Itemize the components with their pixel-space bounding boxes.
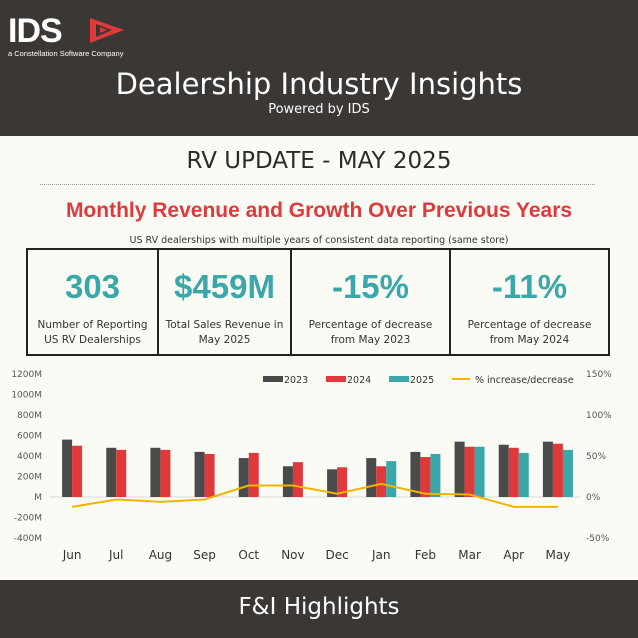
section-subtitle: US RV dealerships with multiple years of…: [129, 235, 509, 246]
x-tick-label: Apr: [503, 548, 524, 562]
bar-2023-dec: [327, 469, 338, 497]
bar-2024-sep: [204, 453, 215, 497]
logo-wordmark: IDS: [8, 12, 63, 50]
y-tick-label-right: 100%: [586, 411, 612, 421]
y-tick-label-left: -200M: [14, 514, 42, 524]
logo-tagline: a Constellation Software Company: [8, 49, 124, 58]
bar-2025-jan: [386, 461, 397, 497]
y-tick-label-right: 0%: [586, 493, 601, 503]
x-tick-label: Mar: [458, 548, 481, 562]
legend-swatch: [263, 376, 283, 382]
kpi-revenue: $459M Total Sales Revenue in May 2025: [157, 248, 292, 356]
kpi-label: Number of Reporting US RV Dealerships: [37, 319, 148, 346]
bar-2023-oct: [238, 458, 249, 497]
update-title: RV UPDATE - MAY 2025: [186, 148, 452, 174]
y-tick-label-left: 800M: [17, 411, 42, 421]
bar-2023-mar: [454, 441, 465, 497]
x-tick-label: Jun: [62, 548, 82, 562]
bar-2024-dec: [337, 467, 348, 497]
y-tick-label-left: 600M: [17, 432, 42, 442]
legend-label: % increase/decrease: [475, 375, 574, 386]
bar-2024-mar: [464, 446, 475, 497]
legend-swatch: [326, 376, 346, 382]
bar-2025-feb: [430, 453, 441, 497]
x-tick-label: Jul: [108, 548, 123, 562]
bar-2024-jan: [376, 466, 387, 497]
y-tick-label-left: -400M: [14, 534, 42, 544]
kpi-value: 303: [64, 268, 121, 305]
y-tick-label-left: M: [34, 493, 42, 503]
bar-2023-jan: [366, 458, 377, 497]
x-tick-label: Sep: [193, 548, 216, 562]
bar-2023-feb: [410, 451, 421, 497]
x-tick-label: Aug: [149, 548, 172, 562]
bar-2024-oct: [248, 452, 259, 497]
footer-title: F&I Highlights: [238, 594, 400, 620]
legend-label: 2025: [410, 375, 434, 386]
bar-2023-aug: [150, 447, 161, 497]
bar-2023-sep: [194, 451, 205, 497]
legend-label: 2024: [347, 375, 371, 386]
y-tick-label-right: -50%: [586, 534, 610, 544]
bar-2024-aug: [160, 449, 171, 497]
legend-swatch: [389, 376, 409, 382]
page-title: Dealership Industry Insights: [115, 67, 523, 101]
x-tick-label: May: [546, 548, 571, 562]
kpi-decrease-2023: -15% Percentage of decrease from May 202…: [290, 248, 451, 356]
page-subtitle: Powered by IDS: [268, 102, 370, 117]
section-title: Monthly Revenue and Growth Over Previous…: [65, 199, 573, 222]
header-banner: IDS a Constellation Software Company Dea…: [0, 0, 638, 136]
bar-2024-feb: [420, 457, 431, 497]
percent-change-line: [71, 482, 558, 508]
footer-banner: F&I Highlights: [0, 580, 638, 638]
bar-2024-jul: [116, 449, 127, 497]
bar-2023-may: [542, 441, 553, 497]
kpi-value: -11%: [491, 268, 568, 305]
bar-2025-apr: [518, 452, 529, 497]
kpi-label: Percentage of decrease from May 2023: [308, 319, 433, 346]
bar-2024-apr: [508, 447, 519, 497]
bar-2023-apr: [498, 444, 509, 497]
bar-2023-nov: [282, 466, 293, 497]
bar-2024-may: [552, 443, 563, 497]
kpi-value: $459M: [174, 268, 275, 305]
bar-2023-jun: [62, 439, 73, 497]
y-tick-label-left: 1000M: [11, 391, 42, 401]
kpi-decrease-2024: -11% Percentage of decrease from May 202…: [449, 248, 610, 356]
x-tick-label: Nov: [281, 548, 304, 562]
bar-2025-mar: [474, 446, 485, 497]
bar-2024-nov: [292, 462, 303, 497]
kpi-label: Total Sales Revenue in May 2025: [165, 319, 284, 346]
x-tick-label: Jan: [371, 548, 391, 562]
x-tick-label: Dec: [325, 548, 348, 562]
bar-2025-may: [562, 449, 573, 497]
kpi-value: -15%: [331, 268, 410, 305]
bar-2023-jul: [106, 447, 117, 497]
logo-triangle-icon: [90, 18, 124, 43]
bar-2024-jun: [72, 445, 83, 497]
kpi-dealerships: 303 Number of Reporting US RV Dealership…: [26, 248, 159, 356]
revenue-chart: 1200M 1000M 800M 600M 400M 200M M -200M -400M 150…: [11, 370, 612, 562]
kpi-label: Percentage of decrease from May 2024: [467, 319, 592, 346]
y-tick-label-left: 200M: [17, 473, 42, 483]
divider: [40, 184, 595, 185]
legend-label: 2023: [284, 375, 308, 386]
y-tick-label-left: 1200M: [11, 370, 42, 380]
x-tick-label: Feb: [415, 548, 436, 562]
y-tick-label-right: 50%: [586, 452, 606, 462]
y-tick-label-left: 400M: [17, 452, 42, 462]
y-tick-label-right: 150%: [586, 370, 612, 380]
x-tick-label: Oct: [238, 548, 259, 562]
